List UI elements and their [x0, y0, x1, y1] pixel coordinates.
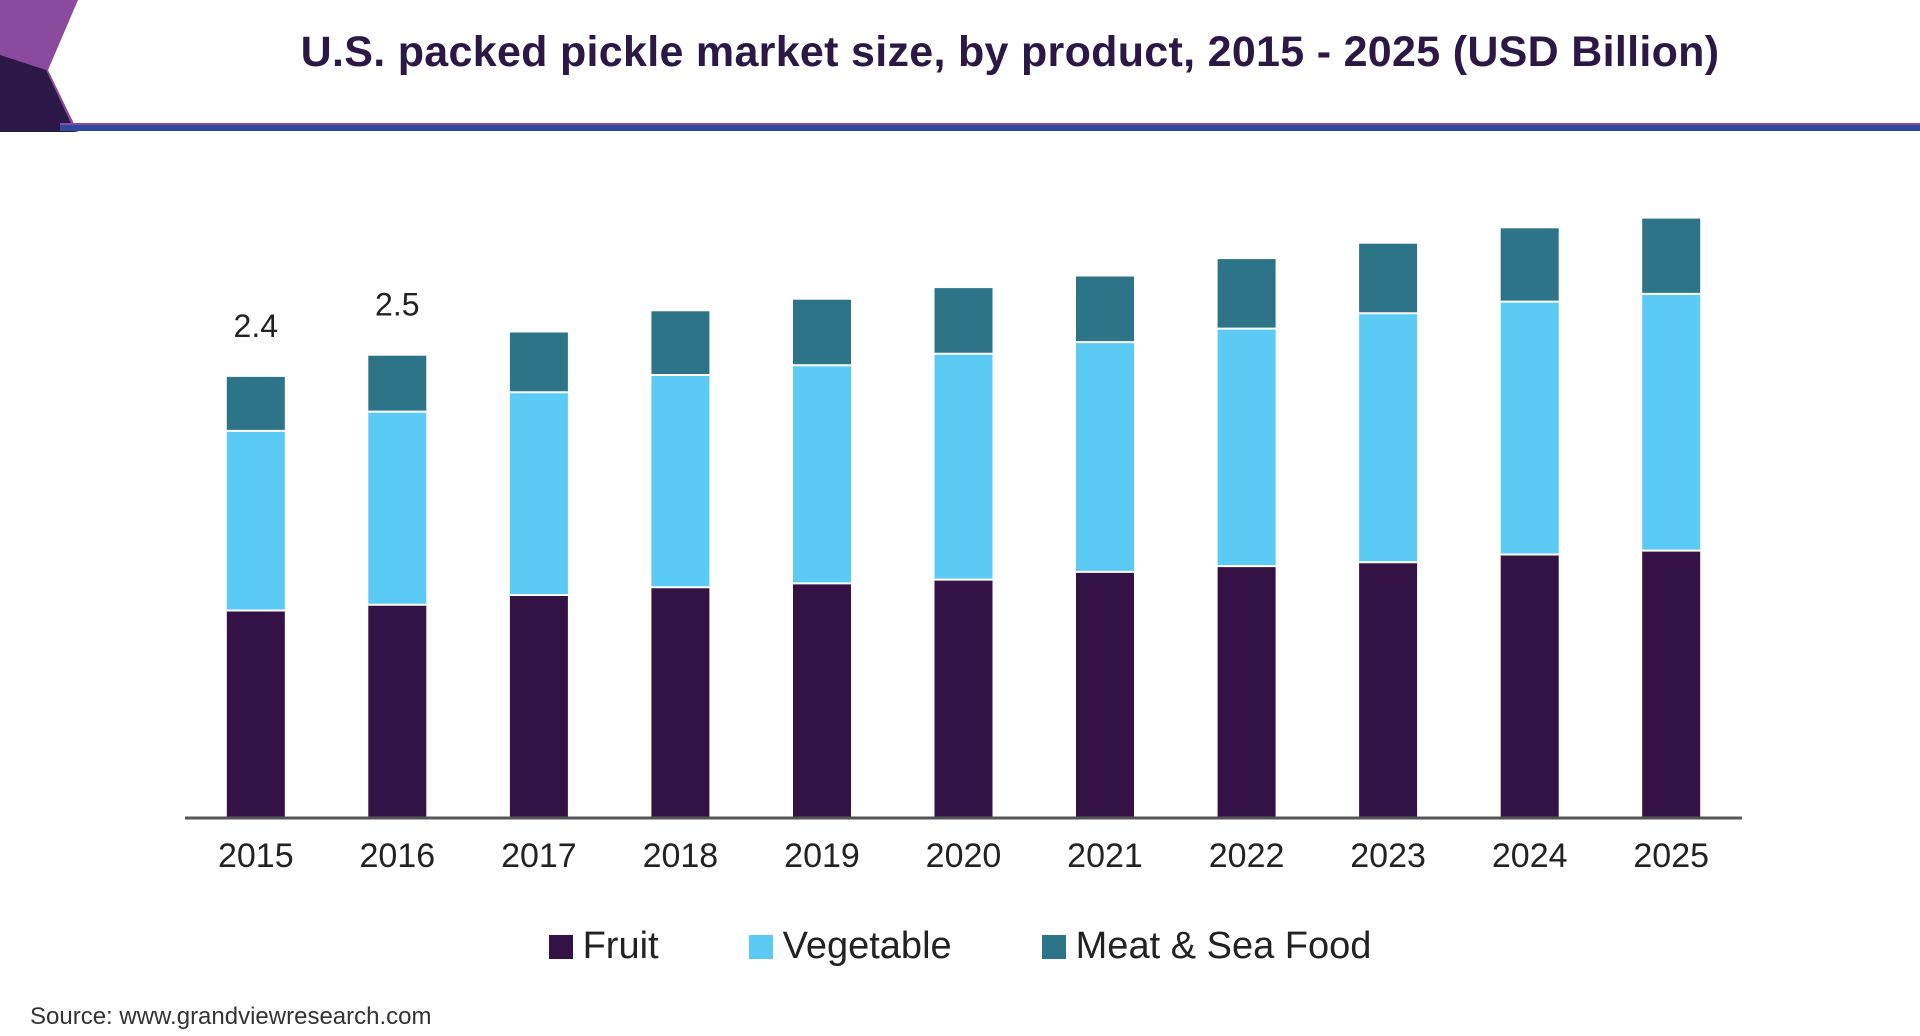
x-tick-label-2019: 2019	[784, 837, 860, 875]
x-tick-label-2021: 2021	[1067, 837, 1143, 875]
bar-segment-fruit-2019	[793, 583, 851, 817]
bar-segment-vegetable-2024	[1500, 301, 1559, 555]
bar-segment-fruit-2021	[1076, 571, 1134, 817]
bar-segment-vegetable-2021	[1076, 342, 1134, 572]
stacked-bar-chart: 2015 2.4 2016 2.5 2017 2018 2019 2020 2021 2022 20…	[185, 218, 1742, 875]
bar-segment-fruit-2025	[1642, 550, 1701, 817]
bar-segment-fruit-2015	[226, 610, 285, 817]
legend-label-vegetable: Vegetable	[782, 925, 952, 967]
x-tick-label-2022: 2022	[1209, 837, 1285, 875]
bar-segment-meat-sea-food-2022	[1217, 259, 1276, 329]
bar-segment-meat-sea-food-2018	[651, 311, 710, 375]
bar-segment-fruit-2016	[368, 604, 427, 817]
legend: Fruit Vegetable Meat & Sea Food	[0, 925, 1920, 968]
x-tick-label-2017: 2017	[501, 837, 577, 875]
bar-segment-fruit-2022	[1217, 566, 1276, 817]
bar-segment-vegetable-2018	[651, 375, 710, 588]
bar-segment-vegetable-2016	[368, 411, 427, 605]
bar-segment-meat-sea-food-2017	[509, 332, 568, 393]
data-label-2015: 2.4	[234, 308, 278, 344]
bar-segment-vegetable-2022	[1217, 328, 1276, 566]
bar-segment-fruit-2017	[509, 595, 568, 817]
bar-segment-meat-sea-food-2025	[1642, 218, 1701, 294]
bar-segment-vegetable-2020	[934, 353, 993, 580]
bar-segment-vegetable-2017	[509, 392, 568, 595]
legend-label-meat-sea-food: Meat & Sea Food	[1075, 925, 1372, 967]
x-tick-label-2015: 2015	[218, 837, 294, 875]
legend-swatch-fruit	[548, 934, 573, 959]
bar-segment-meat-sea-food-2016	[368, 355, 427, 412]
x-tick-label-2023: 2023	[1350, 837, 1426, 875]
legend-item-meat-sea-food: Meat & Sea Food	[1041, 925, 1372, 968]
bar-segment-meat-sea-food-2024	[1500, 228, 1559, 302]
bar-segment-vegetable-2019	[793, 365, 851, 584]
legend-swatch-meat-sea-food	[1041, 934, 1066, 959]
legend-label-fruit: Fruit	[582, 925, 659, 967]
x-tick-label-2020: 2020	[926, 837, 1002, 875]
header-decoration	[0, 0, 1920, 132]
bar-segment-fruit-2018	[651, 587, 710, 817]
bar-segment-meat-sea-food-2019	[793, 299, 851, 366]
bar-segment-vegetable-2015	[226, 430, 285, 611]
bar-segment-vegetable-2025	[1642, 293, 1701, 551]
bar-segment-vegetable-2023	[1359, 313, 1418, 563]
legend-swatch-vegetable	[748, 934, 773, 959]
bar-segment-meat-sea-food-2021	[1076, 276, 1134, 343]
bar-segment-meat-sea-food-2023	[1359, 243, 1418, 314]
header-banner: U.S. packed pickle market size, by produ…	[0, 0, 1920, 140]
legend-item-vegetable: Vegetable	[748, 925, 952, 968]
source-note: Source: www.grandviewresearch.com	[30, 1003, 432, 1030]
x-tick-label-2025: 2025	[1633, 837, 1709, 875]
bar-segment-fruit-2020	[934, 579, 993, 817]
x-tick-label-2018: 2018	[643, 837, 719, 875]
bar-segment-meat-sea-food-2020	[934, 288, 993, 354]
x-tick-label-2024: 2024	[1492, 837, 1568, 875]
bar-segment-fruit-2023	[1359, 562, 1418, 817]
legend-item-fruit: Fruit	[548, 925, 659, 968]
data-label-2016: 2.5	[375, 287, 419, 323]
x-tick-label-2016: 2016	[359, 837, 435, 875]
chart-title: U.S. packed pickle market size, by produ…	[300, 28, 1720, 76]
bar-segment-meat-sea-food-2015	[226, 376, 285, 431]
header-accent-dark	[0, 55, 75, 132]
bar-segment-fruit-2024	[1500, 554, 1559, 817]
